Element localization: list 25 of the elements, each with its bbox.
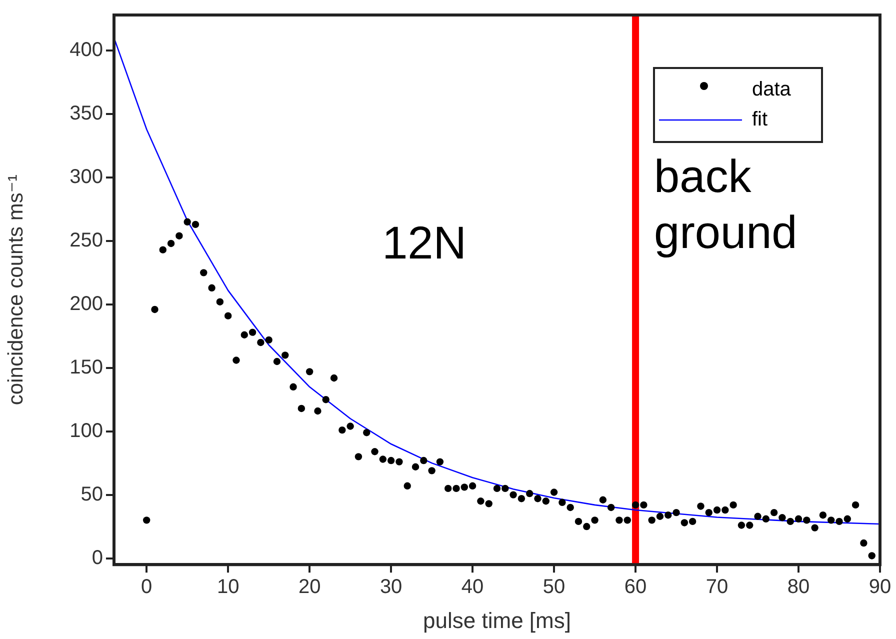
y-tick-label: 50 <box>80 483 103 506</box>
legend-label: data <box>752 78 792 101</box>
x-tick-label: 10 <box>216 576 240 598</box>
y-tick-label: 250 <box>70 229 103 252</box>
x-tick-label: 90 <box>868 576 892 598</box>
y-tick-label: 100 <box>70 420 103 442</box>
x-tick-label: 0 <box>141 576 152 598</box>
x-tick-label: 70 <box>706 576 728 598</box>
annotation: back ground <box>654 150 798 258</box>
legend-label: fit <box>752 108 768 131</box>
x-axis-title: pulse time [ms] <box>423 608 571 633</box>
annotation: 12N <box>382 216 466 269</box>
x-tick-label: 80 <box>787 576 810 598</box>
x-tick-label: 20 <box>298 576 321 598</box>
y-tick-label: 350 <box>70 102 103 125</box>
x-tick-label: 40 <box>461 576 484 598</box>
y-tick-label: 150 <box>70 356 103 378</box>
y-tick-label: 400 <box>70 39 103 62</box>
x-tick-label: 30 <box>380 576 402 598</box>
y-axis-title: coincidence counts ms⁻¹ <box>4 174 28 406</box>
y-tick-label: 300 <box>70 166 103 188</box>
y-tick-label: 0 <box>92 546 103 569</box>
x-tick-label: 60 <box>624 576 647 598</box>
x-tick-label: 50 <box>542 576 566 598</box>
y-tick-label: 200 <box>70 292 103 315</box>
